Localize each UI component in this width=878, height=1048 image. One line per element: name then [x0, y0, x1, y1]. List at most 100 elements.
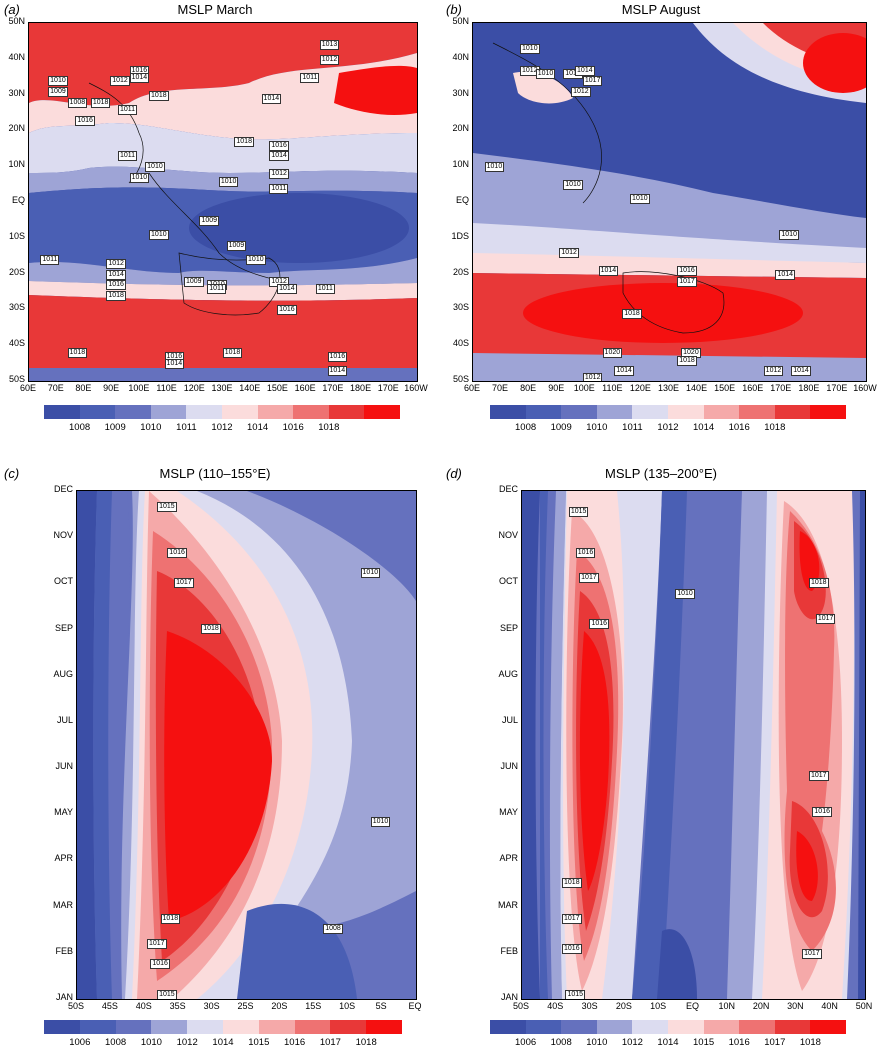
colorbar: [490, 405, 846, 419]
x-tick-label: 35S: [169, 1001, 186, 1011]
x-tick-label: 120E: [183, 383, 205, 393]
contour-label: 1015: [157, 502, 177, 513]
contour-label: 1018: [562, 878, 582, 889]
y-tick-label: JUL: [501, 714, 518, 725]
contour-label: 1018: [677, 355, 697, 366]
contour-label: 1012: [763, 366, 784, 377]
colorbar-swatch: [632, 405, 668, 419]
y-tick-label: 20S: [8, 266, 25, 277]
colorbar-swatch: [561, 1020, 597, 1034]
contour-label: 1010: [218, 176, 239, 187]
colorbar-swatch: [561, 405, 597, 419]
x-tick-label: 20N: [752, 1001, 770, 1011]
colorbar-swatch: [258, 1020, 295, 1034]
colorbar-swatch: [667, 1020, 704, 1034]
panel-title: MSLP March: [177, 2, 253, 17]
contour-label: 1011: [300, 72, 320, 83]
x-tick-label: 50N: [855, 1001, 873, 1011]
colorbar-swatch: [115, 1020, 152, 1034]
contour-label: 1017: [146, 939, 167, 950]
contour-label: 1010: [675, 588, 695, 599]
contour-label: 1016: [167, 547, 187, 558]
colorbar-swatch: [632, 1020, 668, 1034]
y-tick-label: OCT: [54, 576, 73, 587]
x-tick-label: 60E: [19, 383, 36, 393]
colorbar-swatch: [596, 405, 633, 419]
colorbar-swatch: [293, 405, 329, 419]
colorbar-label: 1015: [693, 1037, 715, 1048]
x-tick-label: 30S: [581, 1001, 598, 1011]
colorbar-swatch: [490, 405, 526, 419]
colorbar-label: 1016: [728, 1037, 750, 1048]
colorbar-label: 1018: [764, 422, 786, 433]
colorbar-swatch: [186, 405, 222, 419]
contour-label: 1017: [802, 949, 822, 960]
x-tick-label: 90E: [548, 383, 565, 393]
contour-label: 1010: [48, 76, 68, 87]
x-tick-label: 45S: [101, 1001, 118, 1011]
colorbar-swatch: [79, 1020, 116, 1034]
contour-label: 1018: [90, 97, 111, 108]
contour-label: 1020: [602, 348, 623, 359]
contour-label: 1016: [575, 547, 596, 558]
contour-label: 1010: [370, 817, 391, 828]
colorbar-swatch: [364, 405, 400, 419]
colorbar: [490, 1020, 846, 1034]
y-tick-label: 20S: [452, 266, 469, 277]
colorbar-swatch: [739, 1020, 775, 1034]
x-tick-label: 150E: [266, 383, 288, 393]
colorbar-label: 1014: [657, 1037, 679, 1048]
x-tick-label: 10S: [650, 1001, 667, 1011]
y-tick-label: 30S: [8, 302, 25, 313]
contour-label: 1016: [327, 351, 348, 362]
y-tick-label: MAR: [53, 899, 73, 910]
y-tick-label: EQ: [455, 195, 469, 205]
contour-label: 1016: [277, 305, 297, 316]
contour-label: 1018: [222, 348, 243, 359]
x-tick-label: 110E: [602, 383, 623, 393]
y-tick-label: OCT: [499, 576, 518, 587]
contour-label: 1011: [40, 255, 60, 266]
pressure-contour-map: [29, 23, 417, 381]
colorbar-label: 1017: [764, 1037, 786, 1048]
contour-label: 1010: [520, 44, 540, 55]
colorbar-swatch: [774, 405, 811, 419]
x-tick-label: 100E: [128, 383, 150, 393]
contour-label: 1014: [775, 269, 796, 280]
contour-label: 1018: [67, 348, 88, 359]
colorbar-swatch: [294, 1020, 331, 1034]
contour-label: 1008: [323, 923, 343, 934]
contour-label: 1010: [484, 162, 505, 173]
y-tick-label: APR: [499, 853, 518, 864]
colorbar-label: 1016: [728, 422, 750, 433]
contour-label: 1018: [234, 137, 254, 148]
y-tick-label: MAY: [499, 807, 518, 818]
y-tick-label: 10N: [452, 159, 469, 170]
contour-label: 1009: [48, 87, 68, 98]
contour-label: 1011: [269, 183, 289, 194]
x-tick-label: 100E: [573, 383, 595, 393]
colorbar-swatch: [739, 405, 775, 419]
x-tick-label: 10N: [718, 1001, 736, 1011]
contour-label: 1010: [779, 230, 799, 241]
contour-label: 1010: [129, 172, 150, 183]
y-tick-label: EQ: [11, 195, 25, 205]
x-tick-label: 140E: [239, 383, 261, 393]
contour-label: 1016: [75, 115, 95, 126]
contour-label: 1010: [145, 162, 165, 173]
contour-label: 1010: [149, 230, 169, 241]
y-tick-label: 20N: [452, 123, 469, 134]
contour-label: 1009: [199, 215, 220, 226]
panel-label: (d): [446, 466, 462, 481]
colorbar-label: 1008: [105, 1037, 127, 1048]
x-tick-label: 20S: [271, 1001, 288, 1011]
panel-label: (c): [4, 466, 20, 481]
y-tick-label: APR: [54, 853, 73, 864]
y-tick-label: JAN: [55, 992, 73, 1002]
y-tick-label: JUL: [56, 714, 73, 725]
contour-label: 1016: [269, 140, 289, 151]
colorbar-label: 1008: [69, 422, 91, 433]
colorbar-swatch: [525, 1020, 562, 1034]
y-tick-label: JUN: [500, 761, 519, 772]
y-tick-label: 40S: [452, 338, 469, 349]
